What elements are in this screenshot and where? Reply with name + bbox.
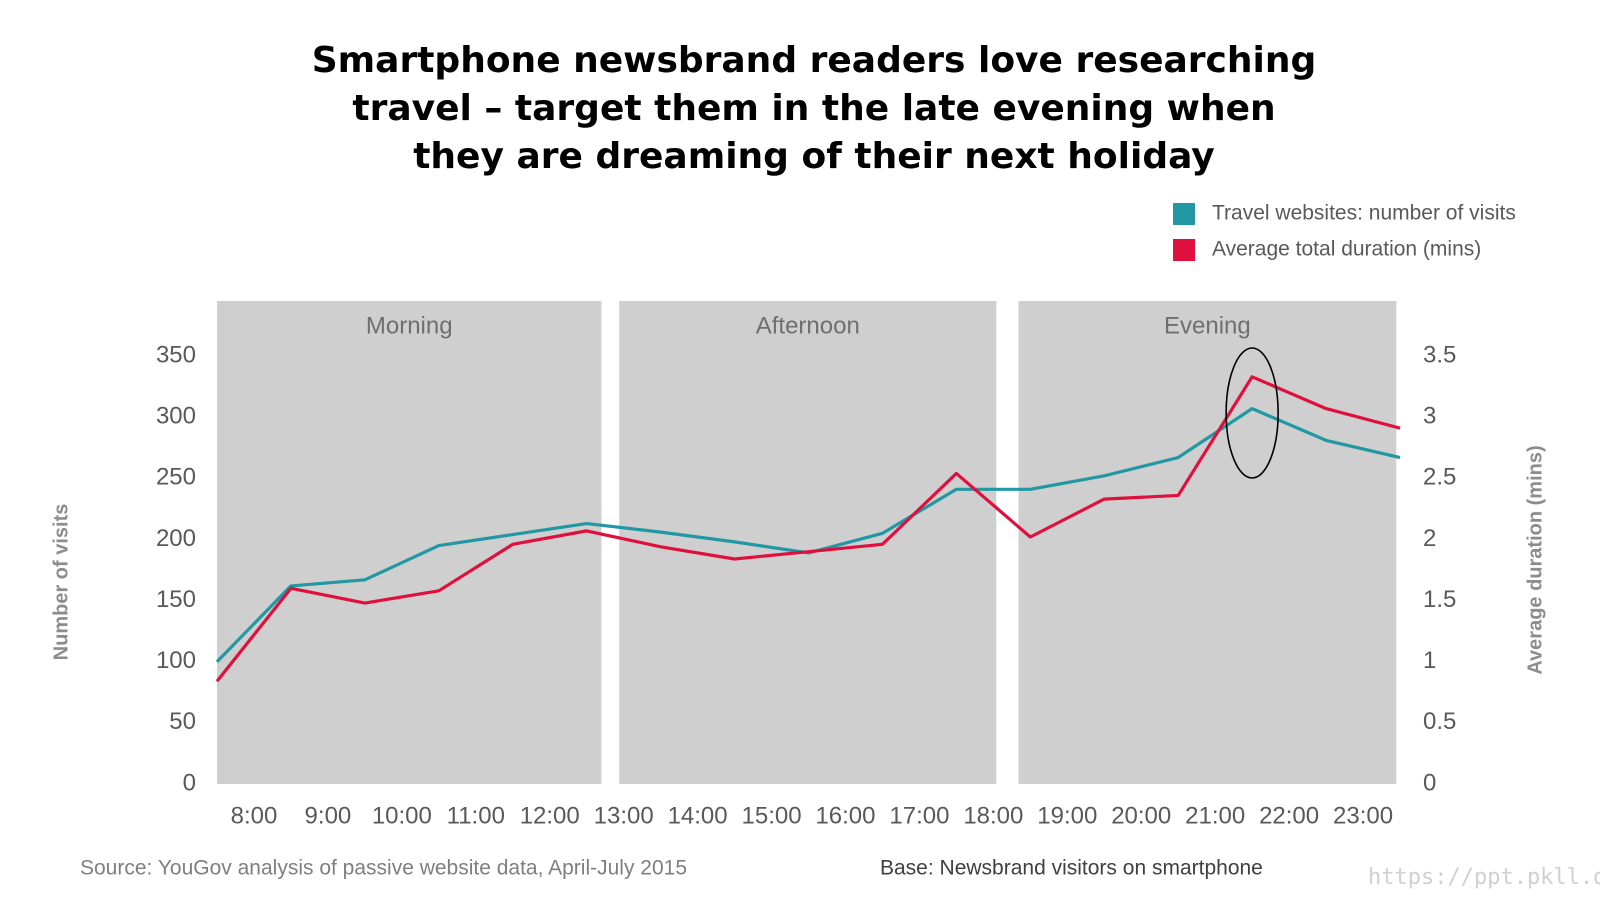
y-tick-label: 300 [156, 403, 196, 430]
x-tick-label: 12:00 [520, 802, 580, 829]
y-tick-label: 0 [183, 769, 196, 796]
y2-tick-label: 3.5 [1423, 341, 1456, 368]
x-tick-label: 14:00 [668, 802, 728, 829]
y-tick-label: 350 [156, 341, 196, 368]
y2-tick-label: 2.5 [1423, 464, 1456, 491]
period-band [217, 301, 602, 784]
source-note: Source: YouGov analysis of passive websi… [80, 857, 687, 880]
y-tick-label: 200 [156, 525, 196, 552]
x-tick-label: 9:00 [305, 802, 352, 829]
chart-title: they are dreaming of their next holiday [413, 136, 1215, 177]
y2-tick-label: 2 [1423, 525, 1436, 552]
legend-label: Average total duration (mins) [1212, 238, 1481, 261]
chart-title: travel – target them in the late evening… [352, 88, 1275, 129]
period-band [619, 301, 997, 784]
data-line [215, 375, 1401, 683]
x-tick-label: 20:00 [1111, 802, 1171, 829]
y-tick-label: 250 [156, 464, 196, 491]
y2-tick-label: 1.5 [1423, 586, 1456, 613]
x-tick-label: 17:00 [889, 802, 949, 829]
x-tick-label: 18:00 [963, 802, 1023, 829]
base-note: Base: Newsbrand visitors on smartphone [880, 857, 1263, 880]
period-band [1018, 301, 1397, 784]
y2-tick-label: 3 [1423, 403, 1436, 430]
y-tick-label: 50 [169, 708, 196, 735]
y2-tick-label: 1 [1423, 647, 1436, 674]
x-tick-label: 13:00 [594, 802, 654, 829]
x-tick-label: 21:00 [1185, 802, 1245, 829]
watermark: https://ppt.pkll.de [1368, 865, 1600, 890]
x-tick-label: 11:00 [447, 802, 505, 829]
x-tick-label: 23:00 [1333, 802, 1393, 829]
x-tick-label: 8:00 [231, 802, 278, 829]
y-tick-label: 100 [156, 647, 196, 674]
legend-swatch [1173, 239, 1195, 261]
period-label: Morning [366, 312, 453, 339]
highlight-ellipse [1225, 347, 1279, 479]
y-axis-label: Number of visits [50, 504, 72, 661]
x-tick-label: 15:00 [742, 802, 802, 829]
y2-tick-label: 0 [1423, 769, 1436, 796]
y2-tick-label: 0.5 [1423, 708, 1456, 735]
x-tick-label: 16:00 [815, 802, 875, 829]
y-tick-label: 150 [156, 586, 196, 613]
legend-label: Travel websites: number of visits [1212, 202, 1516, 225]
x-tick-label: 10:00 [372, 802, 432, 829]
period-label: Afternoon [756, 312, 860, 339]
x-tick-label: 19:00 [1037, 802, 1097, 829]
period-label: Evening [1164, 312, 1251, 339]
legend-swatch [1173, 203, 1195, 225]
chart-title: Smartphone newsbrand readers love resear… [312, 40, 1317, 81]
y2-axis-label: Average duration (mins) [1524, 445, 1546, 674]
x-tick-label: 22:00 [1259, 802, 1319, 829]
